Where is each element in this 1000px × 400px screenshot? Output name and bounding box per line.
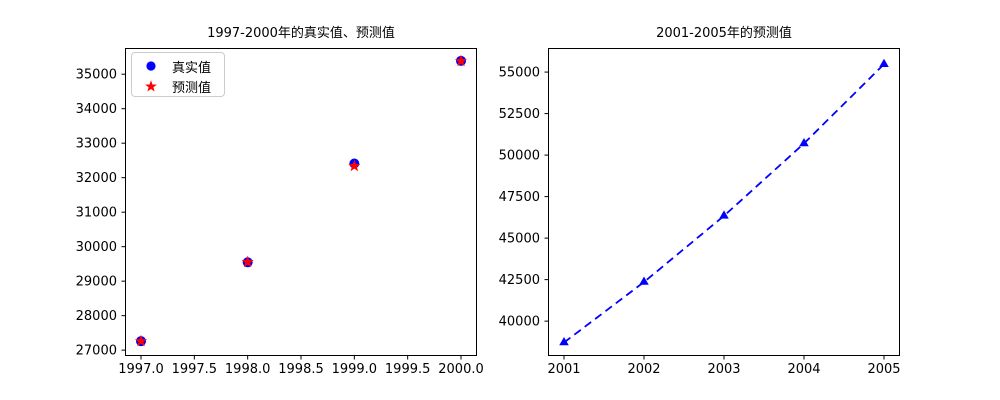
red-star-marker-icon [145,80,157,92]
x-tick-label: 2001 [547,362,580,377]
x-tick-label: 2005 [867,362,900,377]
data-point-forecast [719,210,729,219]
y-tick-label: 32000 [76,171,117,186]
data-point-predicted [241,255,254,268]
y-tick-label: 33000 [76,137,117,152]
y-tick-label: 35000 [76,68,117,83]
y-tick-label: 31000 [76,206,117,221]
left-chart-plot-area: 1997.0 1997.5 1998.0 1998.5 1999.0 1999.5 2000… [76,48,484,377]
y-tick-label: 29000 [76,275,117,290]
y-tick-label: 52500 [499,107,540,122]
y-tick-label: 45000 [499,232,540,247]
data-point-forecast [639,276,649,285]
data-point-forecast [559,337,569,346]
x-tick-label: 1997.0 [118,362,164,377]
data-point-forecast [799,137,809,147]
x-tick-label: 2003 [707,362,740,377]
y-tick-label: 34000 [76,102,117,117]
axes-frame [125,48,477,356]
x-tick-label: 1997.5 [172,362,218,377]
left-chart-title: 1997-2000年的真实值、预测值 [207,26,395,41]
y-tick-label: 55000 [499,66,540,81]
legend-entry-predicted: 预测值 [132,76,224,96]
y-tick-label: 42500 [499,273,540,288]
right-chart-plot-area: 2001 2002 2003 2004 2005 40000 42500 45000 47500… [499,48,901,377]
legend-label-actual: 真实值 [172,60,212,76]
y-tick-label: 47500 [499,190,540,205]
data-point-predicted [454,54,468,67]
data-point-predicted [348,159,361,172]
x-tick-label: 1999.0 [332,362,378,377]
y-tick-label: 28000 [76,309,117,324]
x-tick-label: 1998.5 [278,362,324,377]
x-tick-label: 2002 [627,362,660,377]
y-tick-label: 40000 [499,315,540,330]
x-tick-label: 1999.5 [385,362,431,377]
data-point-forecast [879,58,889,67]
x-tick-label: 1998.0 [225,362,271,377]
legend-entry-actual: 真实值 [132,56,224,76]
legend: 真实值 预测值 [131,52,225,97]
data-point-predicted [134,334,148,347]
forecast-dashed-line [563,63,885,344]
y-tick-label: 27000 [76,344,117,359]
y-tick-label: 30000 [76,240,117,255]
legend-label-predicted: 预测值 [172,80,212,96]
y-tick-label: 50000 [499,149,540,164]
right-chart-title: 2001-2005年的预测值 [656,26,792,41]
x-tick-label: 2000.0 [438,362,484,377]
x-tick-label: 2004 [787,362,820,377]
axes-frame [548,48,900,356]
blue-circle-marker-icon [146,61,156,71]
